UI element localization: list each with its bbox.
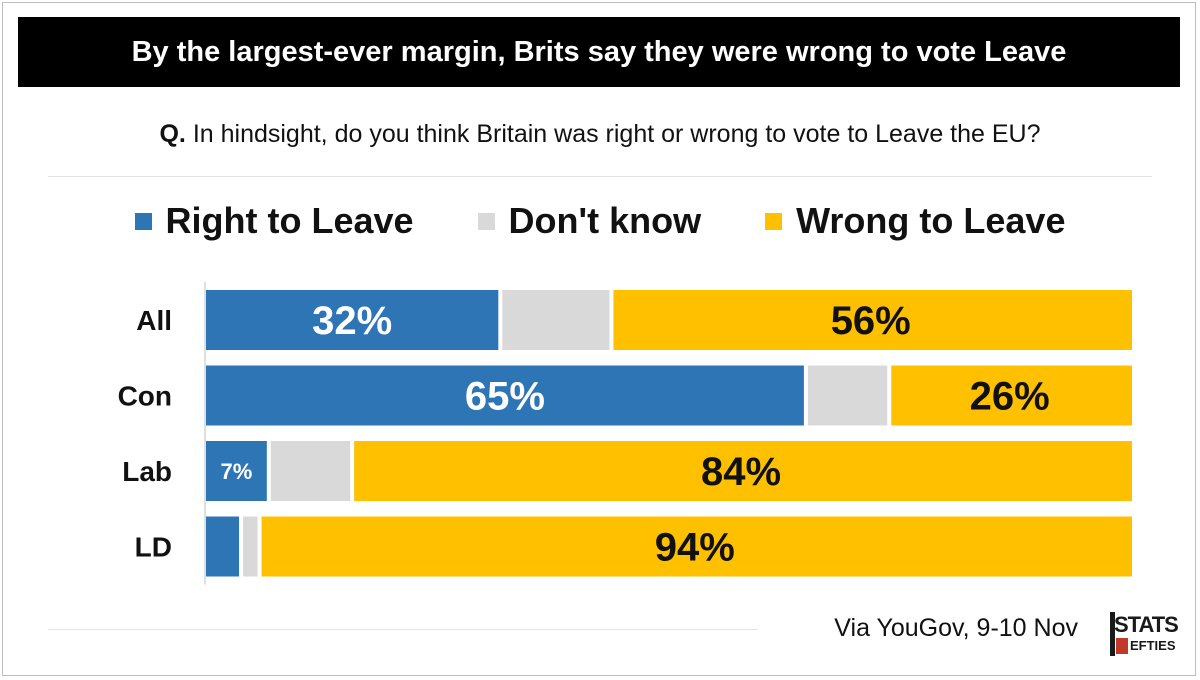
- bar-lab-right: [206, 441, 267, 501]
- category-label-con: Con: [118, 381, 172, 412]
- legend-item-right: Right to Leave: [134, 200, 414, 242]
- question-prefix: Q.: [159, 120, 186, 148]
- bar-lab-wrong: [354, 441, 1132, 501]
- category-label-all: All: [136, 305, 172, 336]
- logo-text-bottom: EFTIES: [1130, 638, 1176, 653]
- title-bar: By the largest-ever margin, Brits say th…: [18, 17, 1180, 87]
- bar-con-dontknow: [807, 365, 888, 426]
- bar-ld-dontknow: [243, 516, 258, 577]
- legend: Right to Leave Don't know Wrong to Leave: [0, 200, 1200, 242]
- category-label-lab: Lab: [122, 456, 172, 487]
- data-label-ld-wrong: 94%: [655, 526, 735, 570]
- data-label-lab-right: 7%: [221, 459, 253, 484]
- bar-all-wrong: [613, 290, 1132, 350]
- category-label-ld: LD: [135, 532, 172, 563]
- bar-con-wrong: [891, 365, 1132, 426]
- source-note: Via YouGov, 9-10 Nov: [834, 614, 1078, 642]
- bar-ld-wrong: [261, 516, 1132, 577]
- legend-swatch-right: [134, 212, 152, 230]
- bar-lab-dontknow: [270, 441, 351, 501]
- bar-all-right: [206, 290, 499, 350]
- question-text: In hindsight, do you think Britain was r…: [192, 120, 1041, 148]
- bar-con-right: [206, 365, 804, 426]
- divider-bottom: [48, 629, 758, 630]
- question: Q. In hindsight, do you think Britain wa…: [0, 120, 1200, 149]
- logo-text-top: STATS: [1114, 612, 1179, 637]
- legend-swatch-dontknow: [477, 212, 495, 230]
- stats-for-lefties-logo: STATS EFTIES: [1110, 612, 1179, 656]
- chart-title: By the largest-ever margin, Brits say th…: [131, 35, 1067, 68]
- legend-label-wrong: Wrong to Leave: [796, 200, 1066, 241]
- data-label-con-right: 65%: [465, 375, 545, 419]
- legend-label-dontknow: Don't know: [508, 200, 702, 241]
- legend-swatch-wrong: [765, 212, 783, 230]
- divider-top: [48, 176, 1152, 177]
- bar-ld-right: [206, 516, 240, 577]
- legend-label-right: Right to Leave: [165, 200, 414, 241]
- bar-all-dontknow: [502, 290, 610, 350]
- data-label-con-wrong: 26%: [970, 375, 1050, 419]
- data-label-all-wrong: 56%: [831, 299, 911, 343]
- data-label-all-right: 32%: [312, 299, 392, 343]
- legend-item-wrong: Wrong to Leave: [765, 200, 1065, 242]
- legend-item-dontknow: Don't know: [477, 200, 702, 242]
- data-label-lab-wrong: 84%: [701, 450, 781, 494]
